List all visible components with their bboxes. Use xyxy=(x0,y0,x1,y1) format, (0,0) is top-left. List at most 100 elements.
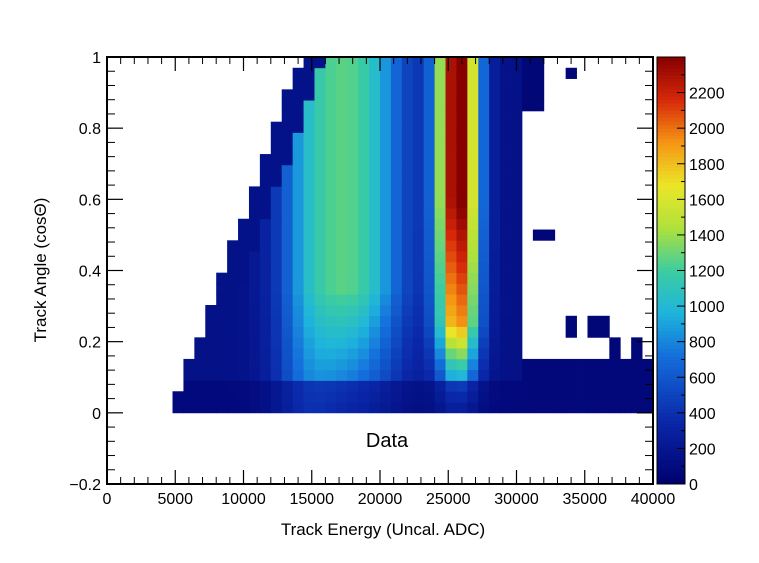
heatmap-cell xyxy=(500,229,512,241)
heatmap-cell xyxy=(598,391,610,403)
heatmap-cell xyxy=(587,380,599,392)
heatmap-cell xyxy=(194,391,206,403)
colorbar-segment xyxy=(657,185,685,190)
colorbar-segment xyxy=(657,259,685,264)
heatmap-cell xyxy=(303,348,315,360)
heatmap-cell xyxy=(412,57,425,69)
heatmap-cell xyxy=(325,143,337,155)
heatmap-cell xyxy=(259,229,272,241)
colorbar-segment xyxy=(657,149,685,154)
heatmap-cell xyxy=(380,251,392,263)
colorbar-tick-label: 600 xyxy=(689,370,716,387)
heatmap-cell xyxy=(238,369,250,381)
heatmap-cell xyxy=(434,57,446,69)
heatmap-cell xyxy=(456,78,468,90)
heatmap-cell xyxy=(347,283,359,295)
heatmap-cell xyxy=(434,358,446,371)
heatmap-cell xyxy=(303,261,315,274)
heatmap-cell xyxy=(434,207,446,220)
colorbar-segment xyxy=(657,121,685,126)
heatmap-cell xyxy=(227,369,239,381)
colorbar-tick-label: 800 xyxy=(689,335,716,352)
heatmap-cell xyxy=(314,197,326,209)
heatmap-cell xyxy=(423,207,435,220)
heatmap-cell xyxy=(270,337,283,349)
y-tick-label: 0.4 xyxy=(79,264,101,281)
heatmap-cell xyxy=(248,261,261,274)
heatmap-cell xyxy=(456,100,468,112)
heatmap-cell xyxy=(412,207,425,220)
heatmap-cell xyxy=(281,240,294,252)
heatmap-cells xyxy=(172,57,654,414)
heatmap-cell xyxy=(380,207,392,220)
colorbar-segment xyxy=(657,316,685,321)
heatmap-cell xyxy=(314,164,326,177)
heatmap-cell xyxy=(489,402,501,414)
heatmap-cell xyxy=(303,305,315,317)
heatmap-cell xyxy=(401,207,414,220)
heatmap-cell xyxy=(576,369,588,381)
heatmap-cell xyxy=(412,78,425,90)
heatmap-cell xyxy=(401,89,414,101)
heatmap-cell xyxy=(401,110,414,123)
heatmap-cell xyxy=(358,186,370,198)
heatmap-cell xyxy=(401,402,414,414)
heatmap-cell xyxy=(336,283,348,295)
heatmap-cell xyxy=(325,283,337,295)
heatmap-cell xyxy=(369,315,381,327)
heatmap-cell xyxy=(489,57,501,69)
heatmap-cell xyxy=(401,391,414,403)
heatmap-cell xyxy=(412,229,425,241)
heatmap-cell xyxy=(325,261,337,274)
heatmap-cell xyxy=(314,207,326,220)
heatmap-cell xyxy=(390,348,403,360)
heatmap-cell xyxy=(358,261,370,274)
heatmap-cell xyxy=(336,121,348,133)
heatmap-cell xyxy=(336,326,348,338)
x-tick-label: 10000 xyxy=(221,491,266,508)
heatmap-cell xyxy=(532,57,545,69)
heatmap-cell xyxy=(238,229,250,241)
heatmap-cell xyxy=(511,283,523,295)
heatmap-cell xyxy=(216,358,228,371)
heatmap-cell xyxy=(434,164,446,177)
heatmap-cell xyxy=(445,348,457,360)
heatmap-cell xyxy=(259,369,272,381)
heatmap-cell xyxy=(281,229,294,241)
heatmap-cell xyxy=(467,154,479,166)
heatmap-cell xyxy=(238,272,250,284)
heatmap-cell xyxy=(303,89,315,101)
heatmap-cell xyxy=(456,154,468,166)
heatmap-cell xyxy=(423,315,435,327)
heatmap-cell xyxy=(521,78,534,90)
colorbar-segment xyxy=(657,341,685,346)
heatmap-cell xyxy=(489,380,501,392)
colorbar-segment xyxy=(657,437,685,442)
heatmap-cell xyxy=(456,110,468,123)
heatmap-cell xyxy=(554,358,567,371)
heatmap-cell xyxy=(456,380,468,392)
heatmap-cell xyxy=(489,110,501,123)
heatmap-cell xyxy=(412,164,425,177)
heatmap-cell xyxy=(642,391,654,403)
heatmap-cell xyxy=(248,358,261,371)
heatmap-cell xyxy=(227,358,239,371)
heatmap-cell xyxy=(423,348,435,360)
heatmap-cell xyxy=(369,229,381,241)
heatmap-cell xyxy=(401,229,414,241)
heatmap-cell xyxy=(259,261,272,274)
heatmap-cell xyxy=(500,348,512,360)
heatmap-cell xyxy=(380,283,392,295)
colorbar-segment xyxy=(657,71,685,76)
colorbar-segment xyxy=(657,423,685,428)
heatmap-cell xyxy=(292,78,304,90)
heatmap-cell xyxy=(336,186,348,198)
heatmap-cell xyxy=(336,175,348,187)
heatmap-cell xyxy=(303,315,315,327)
heatmap-cell xyxy=(347,391,359,403)
heatmap-cell xyxy=(205,315,217,327)
heatmap-cell xyxy=(511,186,523,198)
heatmap-cell xyxy=(434,402,446,414)
heatmap-cell xyxy=(532,78,545,90)
